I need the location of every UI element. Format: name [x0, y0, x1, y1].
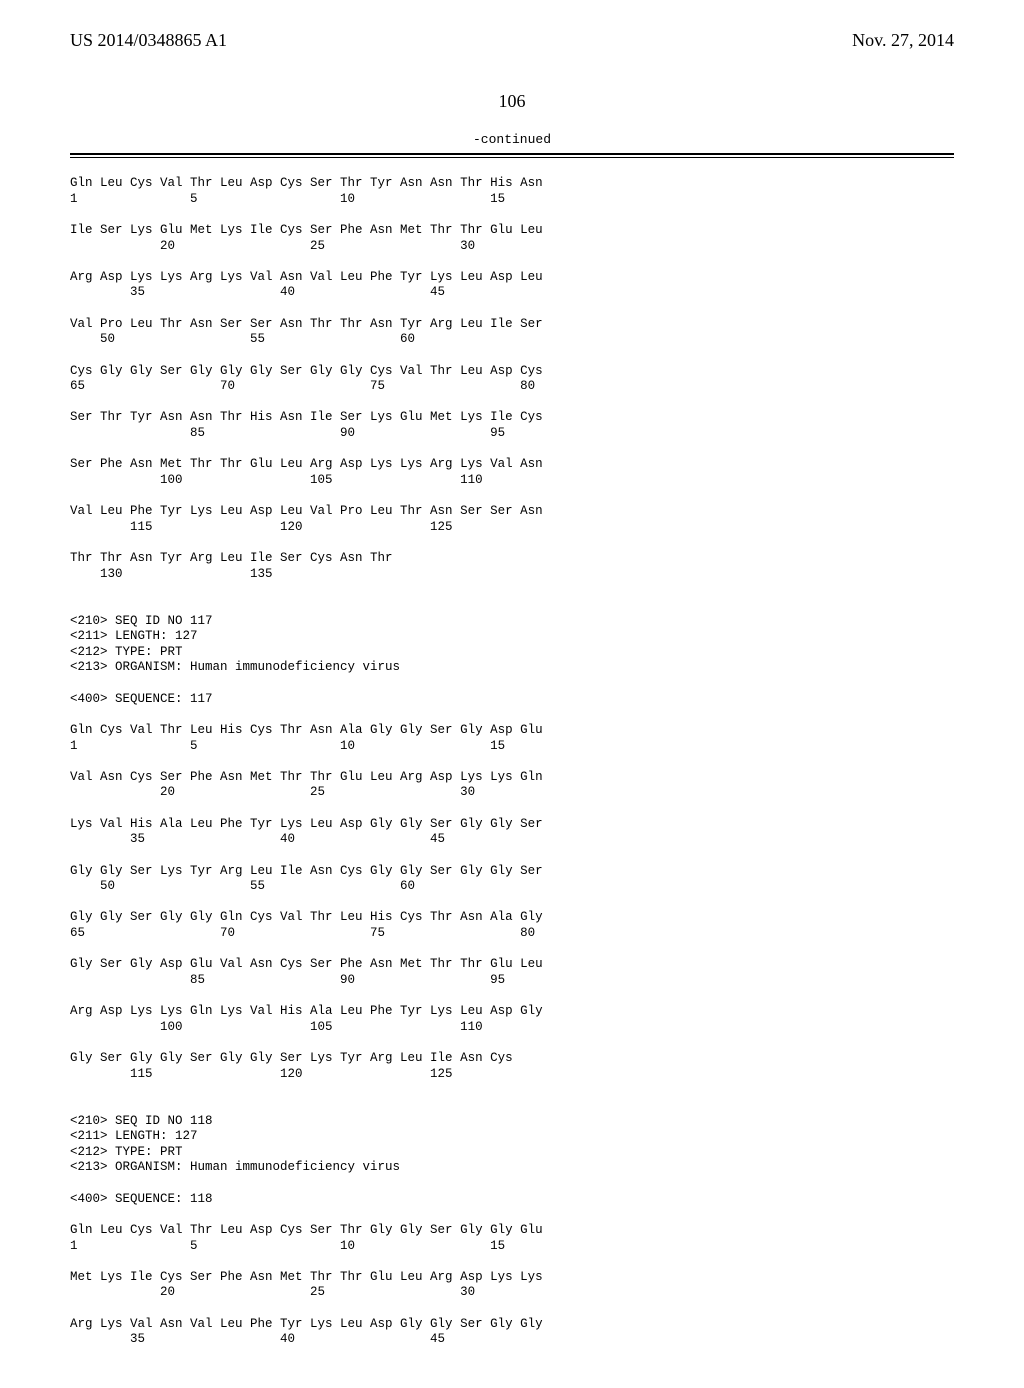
page-container: US 2014/0348865 A1 Nov. 27, 2014 106 -co…	[0, 0, 1024, 1388]
continued-label: -continued	[70, 132, 954, 147]
page-header: US 2014/0348865 A1 Nov. 27, 2014	[70, 30, 954, 51]
pub-date: Nov. 27, 2014	[852, 30, 954, 51]
rule-top	[70, 153, 954, 155]
pub-number: US 2014/0348865 A1	[70, 30, 227, 51]
page-number: 106	[70, 91, 954, 112]
sequence-listing: Gln Leu Cys Val Thr Leu Asp Cys Ser Thr …	[70, 176, 954, 1348]
rule-thin	[70, 157, 954, 158]
